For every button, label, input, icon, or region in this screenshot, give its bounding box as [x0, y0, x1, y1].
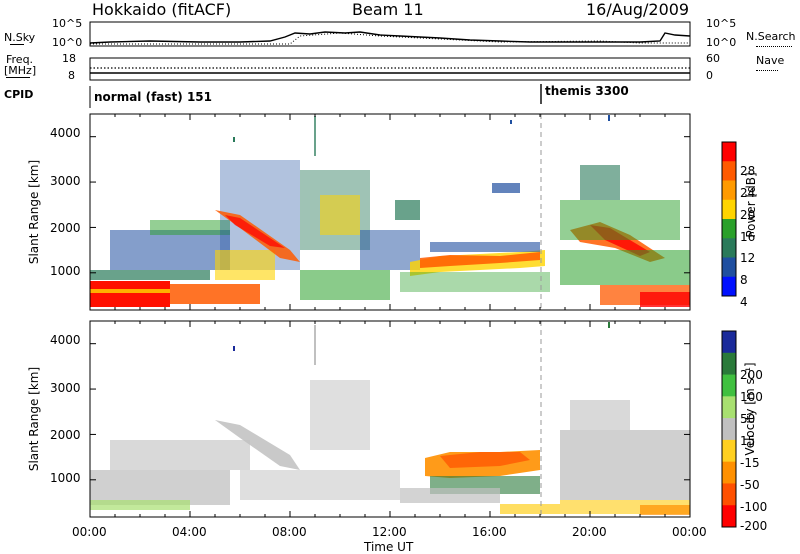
- power-cbar-tick-20: 20: [740, 208, 756, 222]
- nsky-panel: [89, 21, 691, 47]
- power-cbar-tick-24: 24: [740, 186, 756, 200]
- nsearch-legend-line: [756, 46, 792, 47]
- power-cbar-tick-16: 16: [740, 230, 756, 244]
- power-colorbar-frame: [721, 141, 737, 297]
- nave-label: Nave: [756, 54, 785, 67]
- power-colorbar-swatch-1: [722, 161, 736, 181]
- xtick-3: 12:00: [372, 525, 407, 539]
- vel-cbar-tick-m50: -50: [740, 478, 760, 492]
- xtick-0: 00:00: [72, 525, 107, 539]
- velocity-panel: [89, 320, 691, 518]
- power-colorbar-swatch-3: [722, 199, 736, 220]
- vel-cbar-tick-m15: -15: [740, 456, 760, 470]
- station-title: Hokkaido (fitACF): [92, 0, 232, 19]
- nsearch-tick-top: 10^5: [706, 17, 737, 30]
- freq-legend-line: [6, 77, 30, 78]
- freq-label-1: Freq.: [6, 53, 34, 66]
- power-axis-ticks: [89, 114, 691, 310]
- power-cbar-tick-12: 12: [740, 251, 756, 265]
- nave-tick-bottom: 0: [706, 69, 713, 82]
- power-colorbar: [721, 141, 737, 297]
- power-ytick-1000: 1000: [50, 264, 81, 278]
- power-ytick-3000: 3000: [50, 174, 81, 188]
- velocity-colorbar-swatch-6: [722, 461, 736, 484]
- xtick-6: 00:00: [672, 525, 707, 539]
- power-colorbar-swatch-5: [722, 238, 736, 258]
- cpid-panel: [89, 84, 542, 108]
- velocity-ytick-3000: 3000: [50, 381, 81, 395]
- nsky-legend-line: [10, 44, 24, 45]
- nsearch-tick-bottom: 10^0: [706, 36, 737, 49]
- velocity-colorbar-label: Velocity [m s⁻¹]: [743, 362, 757, 456]
- freq-panel: [89, 57, 691, 81]
- velocity-ytick-1000: 1000: [50, 471, 81, 485]
- vel-cbar-tick-15: 15: [740, 434, 756, 448]
- velocity-colorbar-swatch-0: [722, 331, 736, 354]
- power-cbar-tick-8: 8: [740, 273, 748, 287]
- velocity-ytick-2000: 2000: [50, 428, 81, 442]
- nsky-tick-bottom: 10^0: [52, 36, 83, 49]
- power-colorbar-swatch-6: [722, 257, 736, 278]
- velocity-colorbar-swatch-1: [722, 352, 736, 376]
- xtick-2: 08:00: [272, 525, 307, 539]
- velocity-axis-ticks: [89, 321, 691, 517]
- vel-cbar-tick-100: 100: [740, 390, 763, 404]
- vel-cbar-tick-50: 50: [740, 412, 756, 426]
- xtick-4: 16:00: [472, 525, 507, 539]
- cpid-segment-themis: themis 3300: [545, 84, 629, 98]
- xtick-1: 04:00: [172, 525, 207, 539]
- power-colorbar-swatch-7: [722, 276, 736, 297]
- nave-tick-top: 60: [706, 52, 720, 65]
- date-title: 16/Aug/2009: [586, 0, 690, 19]
- vel-cbar-tick-m200: -200: [740, 519, 768, 533]
- velocity-colorbar-swatch-5: [722, 439, 736, 463]
- xlabel: Time UT: [364, 540, 414, 554]
- power-colorbar-swatch-4: [722, 219, 736, 239]
- power-cbar-tick-28: 28: [740, 164, 756, 178]
- freq-label-2: [MHz]: [4, 64, 37, 77]
- nsearch-label: N.Search: [746, 30, 796, 43]
- velocity-colorbar: [721, 330, 737, 528]
- xtick-5: 20:00: [572, 525, 607, 539]
- freq-tick-bottom: 8: [68, 69, 75, 82]
- freq-tick-top: 18: [62, 52, 76, 65]
- vel-cbar-tick-200: 200: [740, 368, 763, 382]
- velocity-colorbar-frame: [721, 330, 737, 528]
- power-colorbar-swatch-2: [722, 180, 736, 201]
- nsky-tick-top: 10^5: [52, 17, 83, 30]
- velocity-colorbar-swatch-4: [722, 418, 736, 441]
- velocity-colorbar-swatch-8: [722, 505, 736, 528]
- power-ytick-2000: 2000: [50, 221, 81, 235]
- nave-legend-line: [756, 70, 778, 71]
- cpid-segment-normal: normal (fast) 151: [94, 90, 212, 104]
- velocity-ylabel: Slant Range [km]: [27, 366, 41, 472]
- power-ylabel: Slant Range [km]: [27, 159, 41, 265]
- power-panel: [89, 113, 691, 311]
- power-ytick-4000: 4000: [50, 126, 81, 140]
- nsky-label: N.Sky: [4, 31, 36, 44]
- velocity-colorbar-swatch-7: [722, 483, 736, 506]
- cpid-label: CPID: [4, 88, 34, 101]
- power-cbar-tick-4: 4: [740, 295, 748, 309]
- vel-cbar-tick-m100: -100: [740, 500, 768, 514]
- power-colorbar-swatch-0: [722, 142, 736, 162]
- beam-title: Beam 11: [352, 0, 424, 19]
- velocity-ytick-4000: 4000: [50, 333, 81, 347]
- velocity-colorbar-swatch-2: [722, 374, 736, 397]
- velocity-colorbar-swatch-3: [722, 396, 736, 419]
- nsky-series: [89, 31, 691, 44]
